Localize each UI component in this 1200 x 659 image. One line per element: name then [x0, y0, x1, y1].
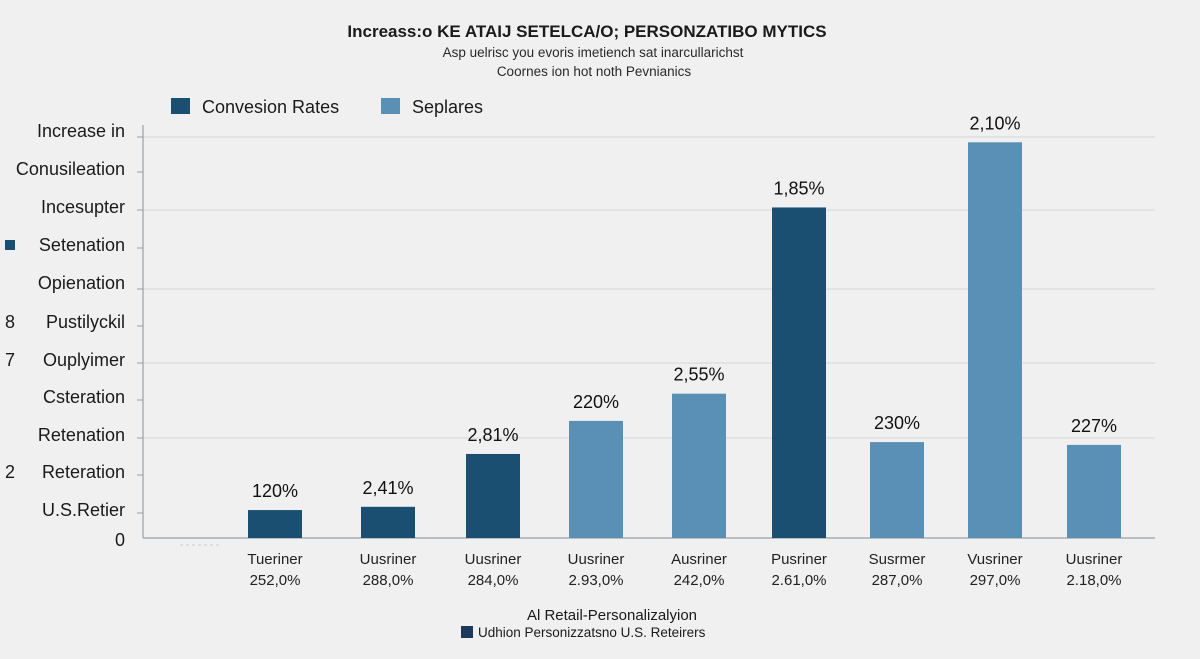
legend-swatch	[171, 98, 190, 114]
legend-label: Convesion Rates	[202, 97, 339, 117]
x-tick-label: Uusriner	[1066, 551, 1123, 568]
bar-value-label: 120%	[252, 481, 298, 501]
footer-legend-swatch	[461, 626, 473, 638]
footer-legend-label: Udhion Personizzatsno U.S. Reteirers	[478, 625, 706, 640]
x-tick-sublabel: 288,0%	[363, 572, 414, 589]
bar	[361, 506, 415, 538]
y-axis-label: Incesupter	[41, 197, 125, 217]
x-tick-sublabel: 242,0%	[674, 572, 725, 589]
legend-label: Seplares	[412, 97, 483, 117]
x-tick-sublabel: 252,0%	[250, 572, 301, 589]
y-label-marker	[5, 240, 15, 250]
y-axis-label: 0	[115, 530, 125, 550]
chart-title: Increass:o KE ATAIJ SETELCA/O; PERSONZAT…	[347, 22, 826, 41]
x-tick-label: Pusriner	[771, 551, 827, 568]
x-tick-label: Uusriner	[568, 551, 625, 568]
y-axis-label: Increase in	[37, 121, 125, 141]
bar-value-label: 1,85%	[773, 178, 824, 198]
x-axis-label: Al Retail-Personalizalyion	[527, 607, 697, 624]
x-tick-sublabel: 297,0%	[970, 572, 1021, 589]
x-tick-sublabel: 2.93,0%	[568, 572, 623, 589]
y-axis-label: Opienation	[38, 273, 125, 293]
x-tick-sublabel: 2.18,0%	[1066, 572, 1121, 589]
y-label-prefix: 8	[5, 312, 15, 332]
x-tick-label: Tueriner	[247, 551, 302, 568]
bar-value-label: 220%	[573, 392, 619, 412]
y-axis-label: Reteration	[42, 462, 125, 482]
y-axis-label: Pustilyckil	[46, 312, 125, 332]
bar	[968, 142, 1022, 538]
x-tick-sublabel: 287,0%	[872, 572, 923, 589]
x-tick-label: Ausriner	[671, 551, 727, 568]
bar-value-label: 2,10%	[969, 113, 1020, 133]
bar-value-label: 2,55%	[673, 365, 724, 385]
x-tick-label: Uusriner	[465, 551, 522, 568]
y-axis-label: Setenation	[39, 235, 125, 255]
chart-subtitle: Asp uelrisc you evoris imetiench sat ina…	[443, 45, 744, 60]
x-tick-sublabel: 284,0%	[468, 572, 519, 589]
y-axis-label: U.S.Retier	[42, 500, 125, 520]
x-tick-label: Susrmer	[869, 551, 926, 568]
bar-value-label: 230%	[874, 413, 920, 433]
y-axis-label: Ouplyimer	[43, 350, 125, 370]
bar	[672, 393, 726, 538]
bar	[1067, 444, 1121, 538]
bar	[870, 442, 924, 538]
bar-value-label: 2,41%	[362, 478, 413, 498]
bar	[248, 510, 302, 538]
chart-subtitle: Coornes ion hot noth Pevnianics	[497, 64, 692, 79]
y-axis-label: Conusileation	[16, 159, 125, 179]
x-tick-sublabel: 2.61,0%	[771, 572, 826, 589]
y-axis-label: Csteration	[43, 387, 125, 407]
y-axis-label: Retenation	[38, 425, 125, 445]
bar-value-label: 227%	[1071, 416, 1117, 436]
bar-value-label: 2,81%	[467, 425, 518, 445]
bar	[466, 453, 520, 538]
y-label-prefix: 7	[5, 350, 15, 370]
x-tick-label: Vusriner	[967, 551, 1022, 568]
bar	[569, 420, 623, 538]
bar	[772, 207, 826, 538]
legend-swatch	[381, 98, 400, 114]
y-label-prefix: 2	[5, 462, 15, 482]
x-tick-label: Uusriner	[360, 551, 417, 568]
